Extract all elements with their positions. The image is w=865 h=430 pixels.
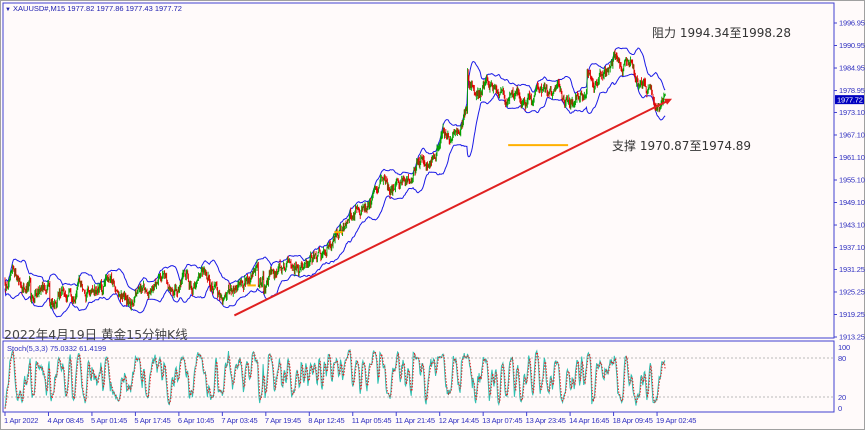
x-tick-label: 19 Apr 02:45 (656, 416, 696, 425)
stochastic-level-label: 80 (838, 354, 846, 363)
current-price-label: 1977.72 (837, 95, 863, 104)
x-tick-label: 8 Apr 12:45 (308, 416, 344, 425)
y-tick-label: 1925.25 (839, 287, 865, 296)
y-tick-label: 1937.10 (839, 243, 865, 252)
trend-line (233, 98, 671, 317)
x-tick-label: 5 Apr 01:45 (91, 416, 127, 425)
y-tick-label: 1931.25 (839, 265, 865, 274)
x-tick-label: 7 Apr 03:45 (221, 416, 257, 425)
x-tick-label: 18 Apr 09:45 (613, 416, 653, 425)
bollinger-lower-band (4, 73, 666, 318)
x-tick-label: 13 Apr 07:45 (482, 416, 522, 425)
x-tick-label: 4 Apr 08:45 (47, 416, 83, 425)
y-tick-label: 1996.95 (839, 19, 865, 28)
x-tick-label: 7 Apr 19:45 (265, 416, 301, 425)
x-tick-label: 11 Apr 21:45 (395, 416, 435, 425)
x-tick-label: 14 Apr 16:45 (569, 416, 609, 425)
chart-caption: 2022年4月19日 黄金15分钟K线 (4, 327, 188, 342)
main-panel-border (2, 2, 835, 339)
stochastic-signal-line (4, 348, 666, 409)
y-tick-label: 1961.10 (839, 153, 865, 162)
x-tick-label: 1 Apr 2022 (4, 416, 38, 425)
stochastic-panel-border (2, 340, 835, 413)
x-tick-label: 6 Apr 10:45 (178, 416, 214, 425)
y-tick-label: 1990.95 (839, 41, 865, 50)
stochastic-main-line (4, 348, 666, 409)
x-tick-label: 5 Apr 17:45 (134, 416, 170, 425)
y-tick-label: 1967.10 (839, 130, 865, 139)
stochastic-label: Stoch(5,3,3) 75.0332 61.4199 (7, 344, 107, 353)
y-tick-label: 1973.10 (839, 108, 865, 117)
stochastic-level-label: 0 (838, 404, 842, 413)
ohlc-values: 1977.82 1977.86 1977.43 1977.72 (67, 4, 182, 13)
y-tick-label: 1913.25 (839, 333, 865, 342)
resistance-annotation: 阻力 1994.34至1998.28 (652, 26, 792, 40)
y-tick-label: 1949.10 (839, 198, 865, 207)
x-tick-label: 12 Apr 14:45 (439, 416, 479, 425)
current-price-tag (835, 95, 864, 105)
y-tick-label: 1919.25 (839, 310, 865, 319)
triangle-down-icon[interactable]: ▼ (5, 7, 11, 13)
trend-arrowhead-icon (664, 98, 673, 105)
y-tick-label: 1984.95 (839, 64, 865, 73)
chart-header: ▼ XAUUSD#,M15 1977.82 1977.86 1977.43 19… (5, 4, 182, 13)
y-tick-label: 1978.95 (839, 86, 865, 95)
y-tick-label: 1943.10 (839, 221, 865, 230)
x-tick-label: 11 Apr 05:45 (352, 416, 392, 425)
symbol-label: XAUUSD#,M15 (13, 4, 66, 13)
y-tick-label: 1955.10 (839, 176, 865, 185)
stochastic-level-label: 100 (838, 343, 850, 352)
bollinger-upper-band (4, 47, 666, 292)
stochastic-level-label: 20 (838, 393, 846, 402)
support-annotation: 支撑 1970.87至1974.89 (612, 139, 752, 153)
x-tick-label: 13 Apr 23:45 (526, 416, 566, 425)
